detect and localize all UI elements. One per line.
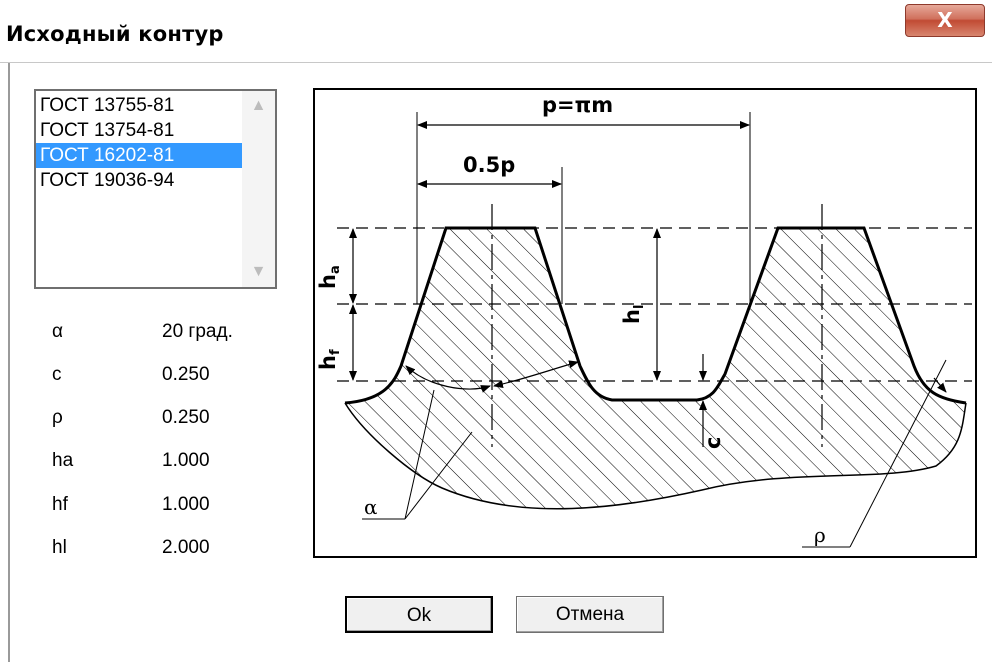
list-scrollbar[interactable]: ▲ ▼	[242, 91, 275, 287]
hf-letter: h	[316, 355, 340, 370]
svg-text:hf: hf	[316, 349, 343, 370]
scroll-down-icon[interactable]: ▼	[250, 263, 267, 280]
alpha-leader	[362, 389, 473, 520]
center-lines	[491, 204, 823, 447]
rack-profile-drawing: p=πm 0.5p ha hf hl c	[316, 93, 972, 548]
ha-letter: h	[316, 274, 340, 289]
standard-list-item[interactable]: ГОСТ 13754-81	[40, 120, 175, 141]
param-value-hl: 2.000	[162, 537, 210, 558]
param-name-hl: hl	[52, 537, 67, 558]
rho-label: ρ	[814, 523, 826, 547]
rack-body-hatched	[345, 228, 966, 509]
close-icon: X	[937, 8, 953, 32]
param-name-c: c	[52, 364, 62, 385]
param-name-ha: ha	[52, 450, 74, 471]
scroll-up-icon[interactable]: ▲	[250, 97, 267, 114]
half-pitch-label: 0.5p	[463, 153, 515, 177]
standard-list-item[interactable]: ГОСТ 16202-81	[36, 143, 242, 168]
standard-list-item[interactable]: ГОСТ 13755-81	[40, 95, 175, 116]
c-letter: c	[701, 437, 725, 449]
rho-arrow	[933, 377, 947, 393]
param-value-hf: 1.000	[162, 494, 210, 515]
rack-bottom-outline	[344, 402, 967, 510]
standards-listbox[interactable]: ГОСТ 13755-81 ГОСТ 13754-81 ГОСТ 16202-81 Г…	[34, 89, 277, 289]
dialog-title: Исходный контур	[6, 22, 224, 46]
param-name-hf: hf	[52, 494, 68, 515]
extension-lines	[416, 112, 751, 304]
param-name-alpha: α	[52, 321, 63, 342]
title-bar[interactable]: Исходный контур X	[0, 0, 992, 63]
ha-subscript: a	[328, 265, 343, 274]
svg-text:hl: hl	[620, 305, 647, 324]
alpha-arc-right	[493, 360, 579, 389]
hf-subscript: f	[328, 349, 343, 355]
rack-profile-outline	[344, 226, 967, 405]
param-value-ha: 1.000	[162, 450, 210, 471]
standards-list: ГОСТ 13755-81 ГОСТ 13754-81 ГОСТ 16202-81 Г…	[36, 93, 242, 193]
hf-label: hf	[316, 349, 343, 370]
param-name-rho: ρ	[52, 407, 63, 428]
hl-label: hl	[620, 305, 647, 324]
hl-subscript: l	[632, 305, 647, 309]
param-value-c: 0.250	[162, 364, 210, 385]
close-button[interactable]: X	[905, 4, 985, 37]
cancel-button[interactable]: Отмена	[516, 596, 664, 633]
param-value-rho: 0.250	[162, 407, 210, 428]
svg-text:ha: ha	[316, 265, 343, 289]
alpha-label: α	[364, 495, 378, 519]
c-label: c	[701, 437, 725, 449]
param-value-alpha: 20 град.	[162, 321, 233, 342]
rho-leader	[802, 359, 947, 548]
standard-list-item[interactable]: ГОСТ 19036-94	[40, 170, 175, 191]
hl-letter: h	[620, 309, 644, 324]
ha-label: ha	[316, 265, 343, 289]
pitch-label: p=πm	[542, 93, 613, 117]
alpha-arc-left	[405, 365, 491, 393]
ok-button[interactable]: Ok	[345, 596, 493, 633]
profile-diagram: p=πm 0.5p ha hf hl c	[313, 88, 977, 558]
